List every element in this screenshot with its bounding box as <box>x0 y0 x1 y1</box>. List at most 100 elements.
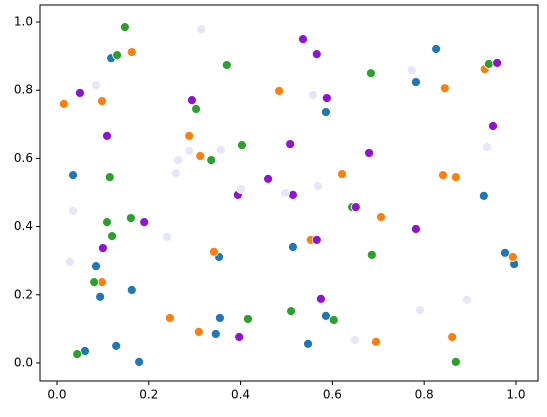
point <box>170 168 181 178</box>
point <box>450 172 461 183</box>
point <box>366 68 376 79</box>
point <box>349 335 360 345</box>
point <box>112 50 123 61</box>
point <box>285 139 296 149</box>
point <box>97 243 108 253</box>
point <box>411 224 421 234</box>
x-tick-label: 0.4 <box>231 388 250 402</box>
point <box>164 313 175 323</box>
y-tick-label: 1.0 <box>14 15 33 29</box>
point <box>126 285 137 295</box>
point <box>126 47 137 57</box>
point <box>97 96 107 107</box>
point <box>350 202 361 213</box>
point <box>482 142 492 153</box>
point <box>478 190 489 201</box>
point <box>89 277 100 288</box>
point <box>215 313 225 323</box>
y-tick-label: 0.2 <box>14 287 33 301</box>
point <box>184 131 195 141</box>
point <box>431 44 442 54</box>
point <box>411 77 421 87</box>
point <box>221 60 232 70</box>
x-tick-label: 0.8 <box>415 388 434 402</box>
point <box>209 246 219 257</box>
point <box>337 169 347 179</box>
point <box>206 155 217 166</box>
x-tick-label: 1.0 <box>506 388 525 402</box>
point <box>75 88 85 98</box>
point <box>298 34 308 44</box>
point <box>95 291 106 302</box>
point <box>234 332 245 342</box>
point <box>321 310 331 321</box>
point <box>236 184 246 194</box>
x-tick-label: 0.2 <box>139 388 158 402</box>
point <box>72 349 83 359</box>
point <box>507 252 518 262</box>
point <box>111 340 122 351</box>
point <box>371 336 381 347</box>
point <box>308 90 318 100</box>
point <box>68 205 78 216</box>
point <box>64 257 75 267</box>
point <box>364 148 374 158</box>
point <box>286 306 296 317</box>
point <box>313 181 324 191</box>
point <box>328 315 339 325</box>
point <box>195 151 206 161</box>
point <box>187 95 197 106</box>
point <box>91 261 101 272</box>
point <box>406 65 417 76</box>
point <box>311 234 322 245</box>
point <box>104 172 115 183</box>
point <box>191 104 201 114</box>
point <box>196 24 207 35</box>
point <box>91 80 101 91</box>
point <box>315 293 326 304</box>
y-tick-label: 0.6 <box>14 151 33 165</box>
point <box>243 314 253 324</box>
point <box>366 249 377 260</box>
point <box>303 338 313 349</box>
y-tick-label: 0.8 <box>14 83 33 97</box>
y-tick-label: 0.4 <box>14 219 33 233</box>
point <box>210 329 221 339</box>
point <box>120 22 130 33</box>
point <box>461 294 472 305</box>
point <box>193 327 204 337</box>
point <box>58 98 69 109</box>
point <box>288 242 298 252</box>
point <box>439 83 450 94</box>
point <box>483 59 494 69</box>
point <box>162 231 173 242</box>
point <box>311 49 322 59</box>
point <box>139 217 150 228</box>
plot-frame <box>39 4 539 382</box>
point <box>107 231 117 242</box>
point <box>237 140 247 151</box>
point <box>215 144 226 155</box>
point <box>274 86 285 96</box>
point <box>376 212 386 222</box>
y-tick-label: 0.0 <box>14 355 33 369</box>
point <box>492 58 503 68</box>
point <box>447 332 458 342</box>
point <box>321 93 332 103</box>
point <box>280 187 290 198</box>
point <box>500 247 510 258</box>
x-tick-label: 0.6 <box>323 388 342 402</box>
point <box>173 155 184 166</box>
point <box>263 173 274 184</box>
point <box>321 107 331 117</box>
point <box>438 170 448 181</box>
point <box>102 131 112 141</box>
point <box>134 357 145 367</box>
point <box>450 357 461 367</box>
point <box>68 170 78 181</box>
x-tick-label: 0.0 <box>47 388 66 402</box>
point <box>488 121 498 131</box>
point <box>184 146 195 156</box>
point <box>125 213 136 223</box>
